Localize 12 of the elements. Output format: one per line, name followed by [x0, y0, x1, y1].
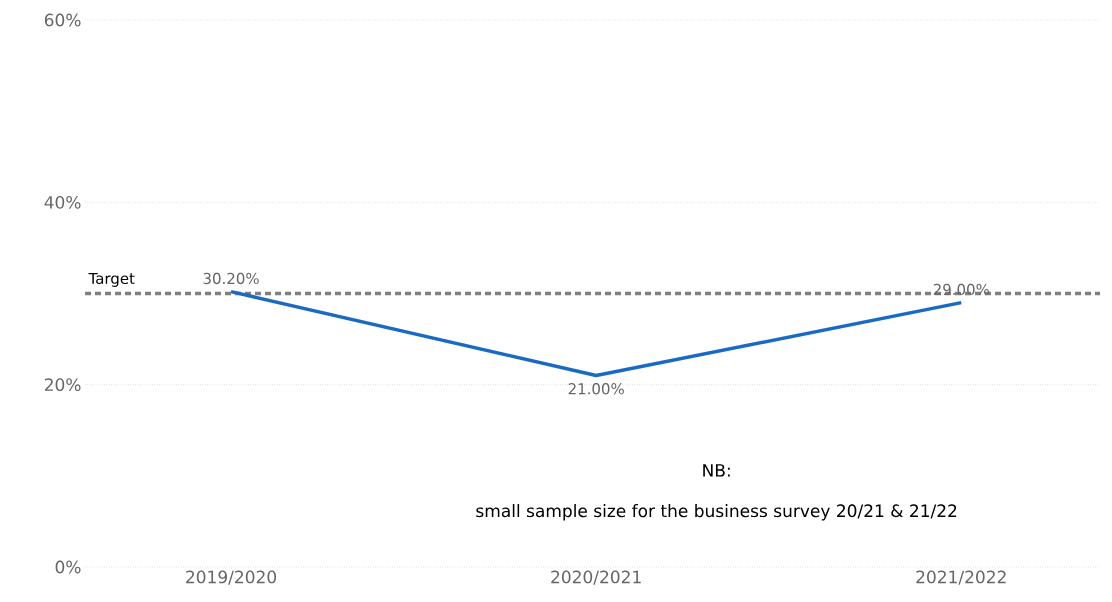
data-label: 30.20%: [203, 272, 259, 285]
y-tick-label: 40%: [44, 195, 81, 209]
annotation: NB:: [703, 464, 730, 477]
data-label: 21.00%: [568, 383, 624, 395]
x-tick-label: 2021/2022: [916, 570, 1006, 585]
y-tick-label: 20%: [44, 378, 81, 392]
annotation: small sample size for the business survey 20/21 & 21/22: [476, 504, 957, 521]
x-tick-label: 2020/2021: [551, 570, 641, 585]
y-tick-label: 0%: [55, 560, 81, 574]
y-tick-label: 60%: [44, 13, 81, 27]
ref-line-label: Target: [88, 272, 135, 287]
x-tick-label: 2019/2020: [186, 570, 277, 585]
